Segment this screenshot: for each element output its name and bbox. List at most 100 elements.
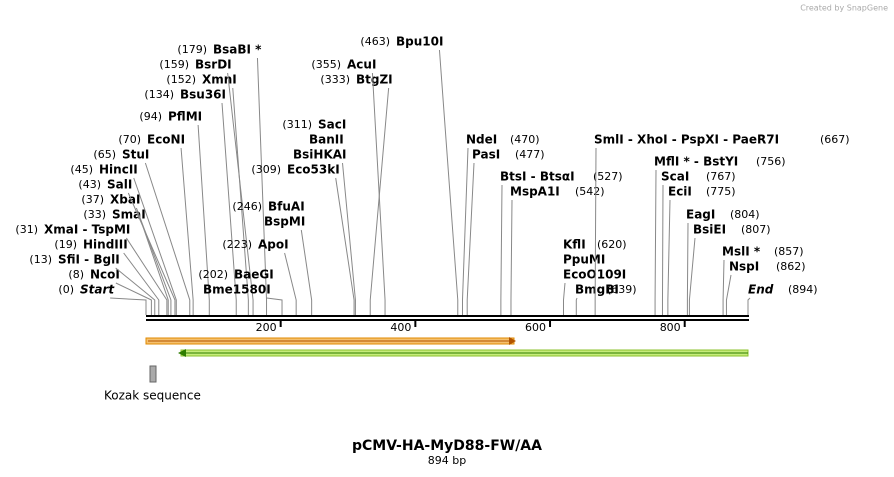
site-position: (152) bbox=[166, 73, 196, 86]
cut-line bbox=[725, 274, 732, 315]
cut-line bbox=[284, 252, 297, 315]
cut-line bbox=[722, 259, 725, 315]
site-position: (31) bbox=[15, 223, 38, 236]
enzyme-name: BmgBI bbox=[575, 283, 619, 297]
enzyme-name: XmaI - TspMI bbox=[44, 223, 130, 237]
cut-line bbox=[654, 169, 657, 315]
enzyme-name: HincII bbox=[99, 163, 138, 177]
enzyme-name: NspI bbox=[729, 260, 759, 274]
site-position: (8) bbox=[68, 268, 84, 281]
cut-line bbox=[575, 297, 578, 315]
site-position: (223) bbox=[222, 238, 252, 251]
cut-line bbox=[141, 222, 169, 315]
enzyme-name: PpuMI bbox=[563, 253, 605, 267]
cut-line bbox=[232, 87, 249, 315]
site-position: (667) bbox=[820, 133, 850, 146]
site-position: (477) bbox=[515, 148, 545, 161]
site-position: (620) bbox=[597, 238, 627, 251]
site-position: (0) bbox=[58, 283, 74, 296]
enzyme-name: Bsu36I bbox=[180, 88, 226, 102]
site-position: (65) bbox=[93, 148, 116, 161]
enzyme-name: AcuI bbox=[347, 58, 376, 72]
enzyme-name: BspMI bbox=[264, 215, 305, 229]
ruler-tick-label: 800 bbox=[660, 321, 681, 334]
enzyme-name: Eco53kI bbox=[287, 163, 340, 177]
enzyme-name: BsiEI bbox=[693, 223, 726, 237]
enzyme-name: HindIII bbox=[83, 238, 128, 252]
site-position: (45) bbox=[70, 163, 93, 176]
enzyme-name: BtsI - BtsαI bbox=[500, 170, 575, 184]
cut-line bbox=[300, 229, 313, 315]
site-position: (355) bbox=[311, 58, 341, 71]
site-position: (542) bbox=[575, 185, 605, 198]
cut-line bbox=[180, 147, 194, 315]
cut-line bbox=[335, 177, 355, 315]
enzyme-name: Bpu10I bbox=[396, 35, 443, 49]
cut-line bbox=[125, 237, 168, 315]
cut-line bbox=[594, 147, 597, 315]
cut-line bbox=[123, 252, 160, 315]
cut-line bbox=[115, 282, 152, 315]
site-position: (775) bbox=[706, 185, 736, 198]
site-position: (894) bbox=[788, 283, 818, 296]
enzyme-name: BtgZI bbox=[356, 73, 393, 87]
site-position: (857) bbox=[774, 245, 804, 258]
cut-line bbox=[667, 199, 671, 315]
cut-line bbox=[266, 297, 283, 315]
site-position: (309) bbox=[251, 163, 281, 176]
cut-line bbox=[221, 102, 237, 315]
ruler-tick-label: 200 bbox=[256, 321, 277, 334]
enzyme-name: MslI * bbox=[722, 245, 761, 259]
map-title: pCMV-HA-MyD88-FW/AA bbox=[352, 438, 542, 454]
cut-line bbox=[500, 184, 503, 315]
enzyme-name: SmlI - XhoI - PspXI - PaeR7I bbox=[594, 133, 779, 147]
feature-label: Kozak sequence bbox=[104, 389, 201, 403]
enzyme-name: BaeGI bbox=[234, 268, 274, 282]
cut-line bbox=[371, 72, 386, 315]
site-position: (862) bbox=[776, 260, 806, 273]
site-position: (639) bbox=[607, 283, 637, 296]
site-position: (134) bbox=[144, 88, 174, 101]
cut-line bbox=[562, 282, 566, 315]
site-position: (43) bbox=[78, 178, 101, 191]
site-position: (37) bbox=[81, 193, 104, 206]
enzyme-name: SacI bbox=[318, 118, 346, 132]
cut-line bbox=[661, 184, 664, 315]
enzyme-name: SalI bbox=[107, 178, 132, 192]
enzyme-name: BfuAI bbox=[268, 200, 305, 214]
cut-line bbox=[747, 297, 751, 315]
cut-line bbox=[438, 49, 459, 315]
cut-line bbox=[227, 72, 254, 315]
site-position: (527) bbox=[593, 170, 623, 183]
enzyme-name: SfiI - BglI bbox=[58, 253, 120, 267]
ruler-tick-label: 600 bbox=[525, 321, 546, 334]
enzyme-name: EcoNI bbox=[147, 133, 185, 147]
site-position: (470) bbox=[510, 133, 540, 146]
enzyme-name: NdeI bbox=[466, 133, 497, 147]
enzyme-name: BsiHKAI bbox=[293, 148, 347, 162]
enzyme-name: KflI bbox=[563, 238, 586, 252]
cut-line bbox=[688, 237, 696, 315]
cut-line bbox=[466, 162, 475, 315]
enzyme-name: EciI bbox=[668, 185, 692, 199]
site-position: (463) bbox=[360, 35, 390, 48]
ruler-tick-label: 400 bbox=[390, 321, 411, 334]
cut-line bbox=[461, 147, 469, 315]
cut-line bbox=[197, 124, 210, 315]
cut-line bbox=[369, 87, 390, 315]
kozak-box bbox=[149, 365, 157, 383]
site-position: (756) bbox=[756, 155, 786, 168]
enzyme-name: ApoI bbox=[258, 238, 289, 252]
enzyme-name: Start bbox=[80, 283, 115, 297]
site-position: (13) bbox=[29, 253, 52, 266]
cut-line bbox=[115, 267, 156, 315]
cut-line bbox=[342, 162, 356, 315]
enzyme-name: PasI bbox=[472, 148, 500, 162]
arrow-head bbox=[509, 337, 516, 345]
site-position: (311) bbox=[282, 118, 312, 131]
cut-line bbox=[127, 192, 176, 315]
enzyme-name: PflMI bbox=[168, 110, 202, 124]
enzyme-name: BsrDI bbox=[195, 58, 232, 72]
